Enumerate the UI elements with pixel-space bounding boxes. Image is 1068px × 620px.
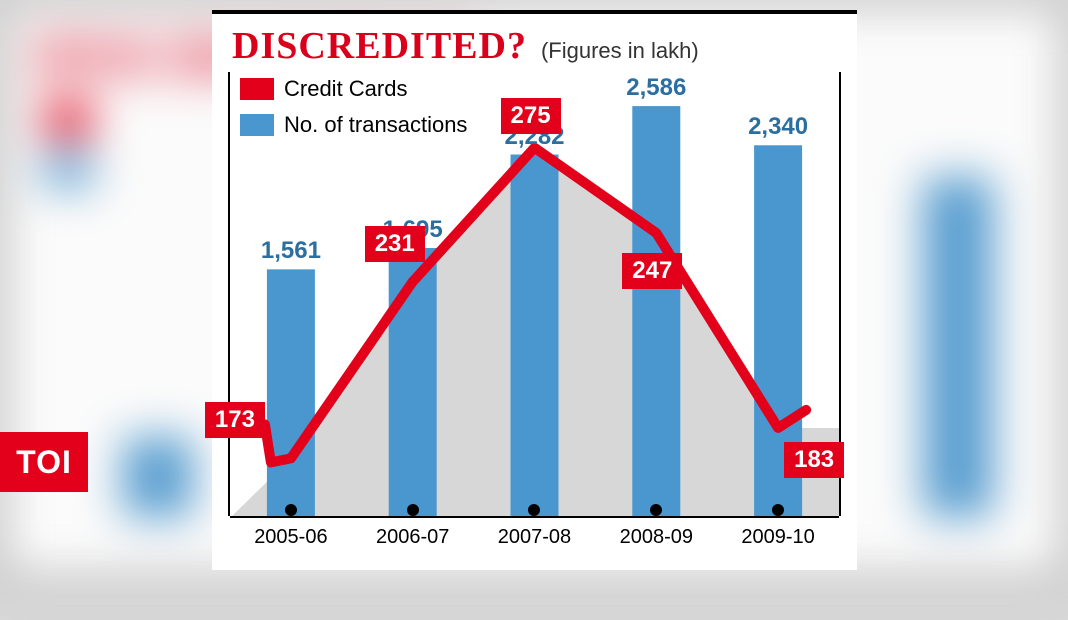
- chart-card: DISCREDITED? (Figures in lakh) Credit Ca…: [212, 10, 857, 570]
- x-tick: 2006-07: [352, 518, 474, 556]
- bar-value-label: 2,340: [718, 113, 838, 141]
- x-tick: 2005-06: [230, 518, 352, 556]
- bar: [267, 269, 315, 518]
- legend-swatch-line: [240, 78, 274, 100]
- toi-badge-text: TOI: [16, 444, 72, 481]
- line-value-label: 183: [784, 442, 844, 478]
- bar: [632, 106, 680, 518]
- bar-value-label: 2,586: [596, 74, 716, 102]
- x-tick: 2009-10: [717, 518, 839, 556]
- title-row: DISCREDITED? (Figures in lakh): [212, 14, 857, 74]
- legend-swatch-bar: [240, 114, 274, 136]
- legend-item-credit-cards: Credit Cards: [240, 76, 467, 102]
- toi-badge: TOI: [0, 432, 88, 492]
- x-tick: 2007-08: [474, 518, 596, 556]
- legend-label: No. of transactions: [284, 112, 467, 138]
- x-axis: 2005-062006-072007-082008-092009-10: [230, 516, 839, 556]
- chart-title: DISCREDITED?: [232, 24, 527, 68]
- bar-value-label: 1,561: [231, 237, 351, 265]
- legend-label: Credit Cards: [284, 76, 407, 102]
- line-value-label: 247: [622, 253, 682, 289]
- chart-subtitle: (Figures in lakh): [541, 38, 699, 64]
- bar: [511, 155, 559, 518]
- legend: Credit Cards No. of transactions: [240, 76, 467, 148]
- legend-item-transactions: No. of transactions: [240, 112, 467, 138]
- x-tick: 2008-09: [595, 518, 717, 556]
- line-value-label: 231: [365, 226, 425, 262]
- line-value-label: 173: [205, 402, 265, 438]
- line-value-label: 275: [501, 98, 561, 134]
